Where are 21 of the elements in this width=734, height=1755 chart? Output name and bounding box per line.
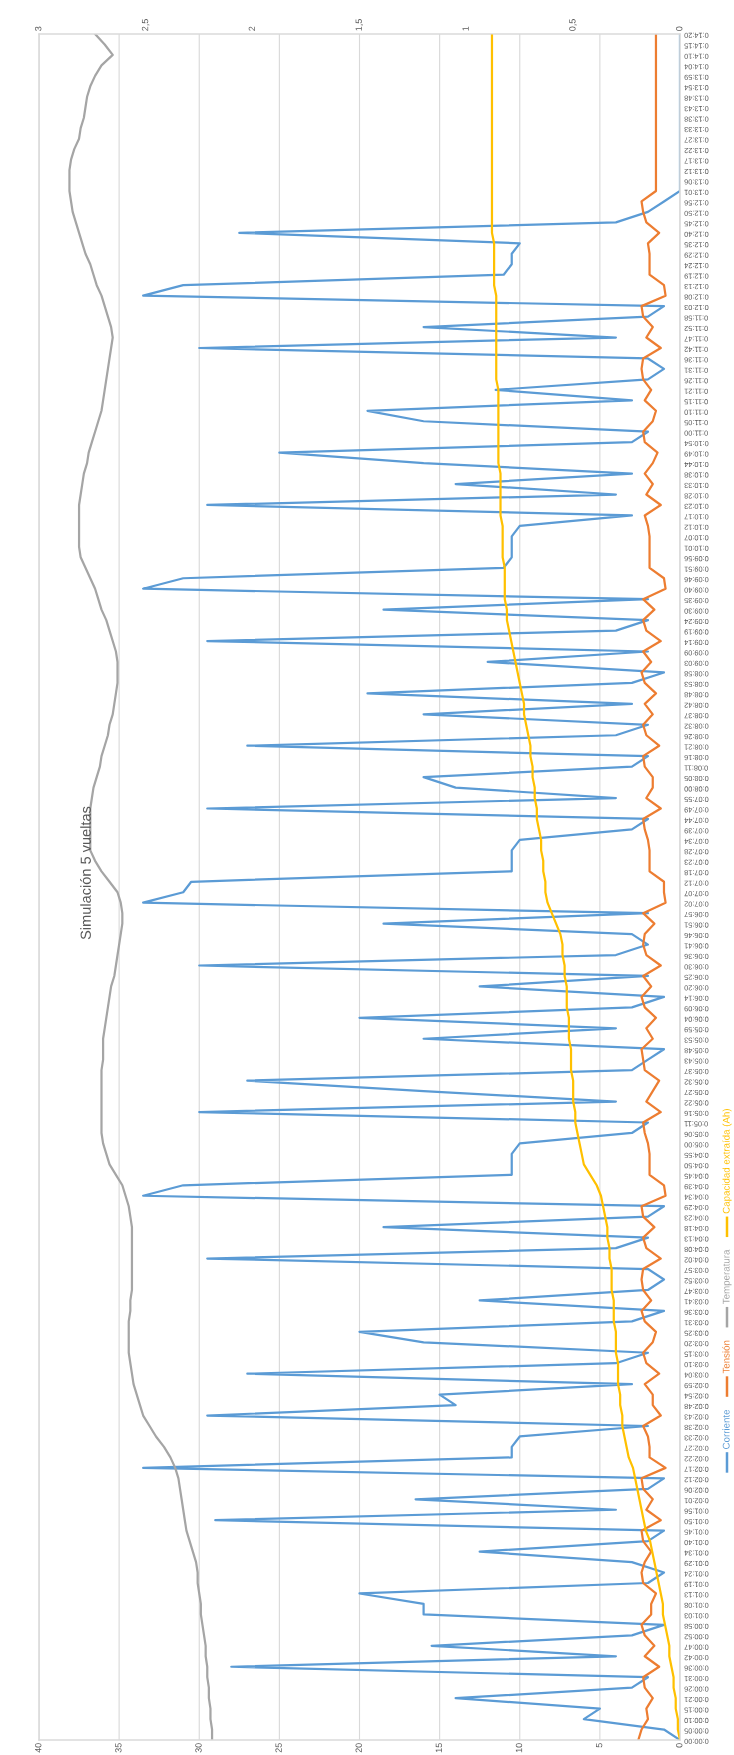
- x2-tick-label: 2: [248, 26, 255, 31]
- x-tick-label: 20: [355, 1743, 362, 1753]
- x2-tick-label: 2,5: [141, 19, 150, 31]
- x-tick-label: 10: [515, 1743, 523, 1753]
- x-tick-label: 25: [275, 1743, 282, 1753]
- text: Simulación 5 vueltas: [80, 806, 91, 940]
- x-tick-label: 35: [115, 1743, 122, 1753]
- x2-tick-label: 1: [462, 26, 469, 31]
- x2-tick-label: 1,5: [355, 19, 363, 31]
- x2-tick-label: 0,5: [569, 19, 577, 31]
- x-tick-label: 40: [35, 1743, 42, 1753]
- text: Capacidad extraída (Ah): [722, 1109, 732, 1214]
- x-tick-label: 30: [195, 1743, 202, 1753]
- x-tick-label: 0: [676, 1743, 683, 1748]
- x2-tick-label: 0: [676, 26, 683, 31]
- text: Corriente: [722, 1409, 730, 1449]
- x-tick-label: 5: [596, 1743, 603, 1748]
- text: Temperatura: [722, 1249, 732, 1304]
- x-tick-label: 15: [435, 1743, 443, 1753]
- text: Tensión: [722, 1340, 730, 1374]
- x2-tick-label: 3: [35, 26, 42, 31]
